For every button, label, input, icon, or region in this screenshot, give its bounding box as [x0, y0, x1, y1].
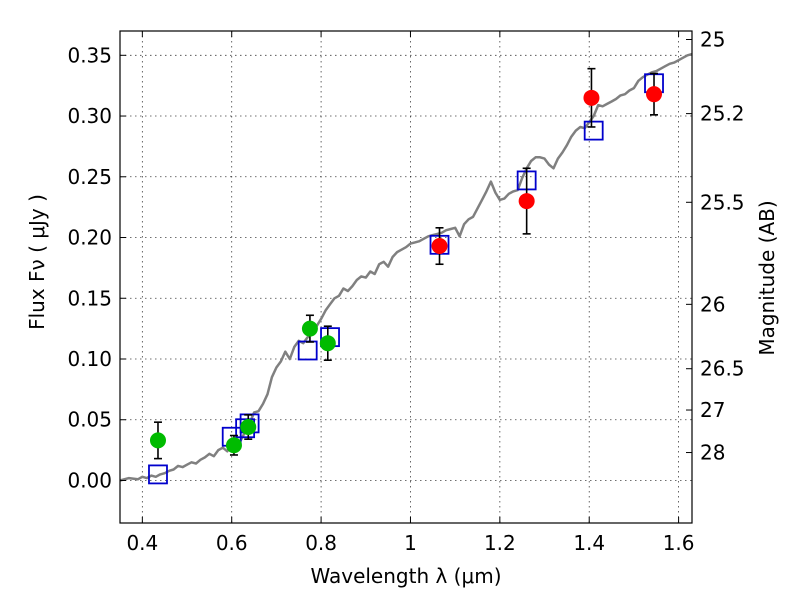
observed-point — [149, 432, 166, 449]
right-tick-label: 26.5 — [700, 357, 745, 381]
y-tick-label: 0.25 — [67, 165, 112, 189]
observed-point — [240, 419, 257, 436]
ticks: 0.4 0.6 0.8 1 1.2 1.4 1.6 0.00 0.05 0.10 0.15 0.20 0… — [67, 28, 744, 555]
model-point — [297, 340, 318, 361]
model-point — [583, 120, 604, 141]
y-tick-label: 0.15 — [67, 286, 112, 310]
observed-point — [518, 193, 535, 210]
right-tick-label: 28 — [700, 441, 725, 465]
right-tick-label: 25.5 — [700, 190, 745, 214]
right-tick-label: 26 — [700, 292, 725, 316]
observed-point — [301, 320, 318, 337]
right-tick-label: 25.2 — [700, 102, 745, 126]
y-tick-label: 0.10 — [67, 347, 112, 371]
right-tick-label: 27 — [700, 398, 725, 422]
observed-point — [646, 86, 663, 103]
x-axis-label: Wavelength λ (μm) — [310, 564, 501, 588]
y-axis-right-label: Magnitude (AB) — [755, 200, 779, 355]
right-tick-label: 25 — [700, 28, 725, 52]
model-sed-layer — [119, 52, 693, 482]
x-tick-label: 1.4 — [573, 531, 605, 555]
x-tick-label: 1.2 — [484, 531, 516, 555]
y-tick-label: 0.35 — [67, 43, 112, 67]
y-tick-label: 0.00 — [67, 468, 112, 492]
observed-point — [431, 238, 448, 255]
observed-point — [225, 437, 242, 454]
x-tick-label: 1 — [404, 531, 417, 555]
markers-layer — [148, 67, 664, 485]
observed-point — [319, 335, 336, 352]
x-tick-label: 1.6 — [663, 531, 695, 555]
y-tick-label: 0.05 — [67, 408, 112, 432]
x-tick-label: 0.8 — [305, 531, 337, 555]
model-point — [148, 464, 168, 485]
y-tick-label: 0.20 — [67, 226, 112, 250]
model-sed-line — [119, 52, 693, 482]
plot-frame — [119, 30, 693, 524]
x-tick-label: 0.6 — [216, 531, 248, 555]
y-axis-label: Flux Fν ( μJy ) — [25, 194, 49, 330]
x-tick-label: 0.4 — [126, 531, 158, 555]
y-tick-label: 0.30 — [67, 104, 112, 128]
observed-point — [583, 89, 600, 106]
